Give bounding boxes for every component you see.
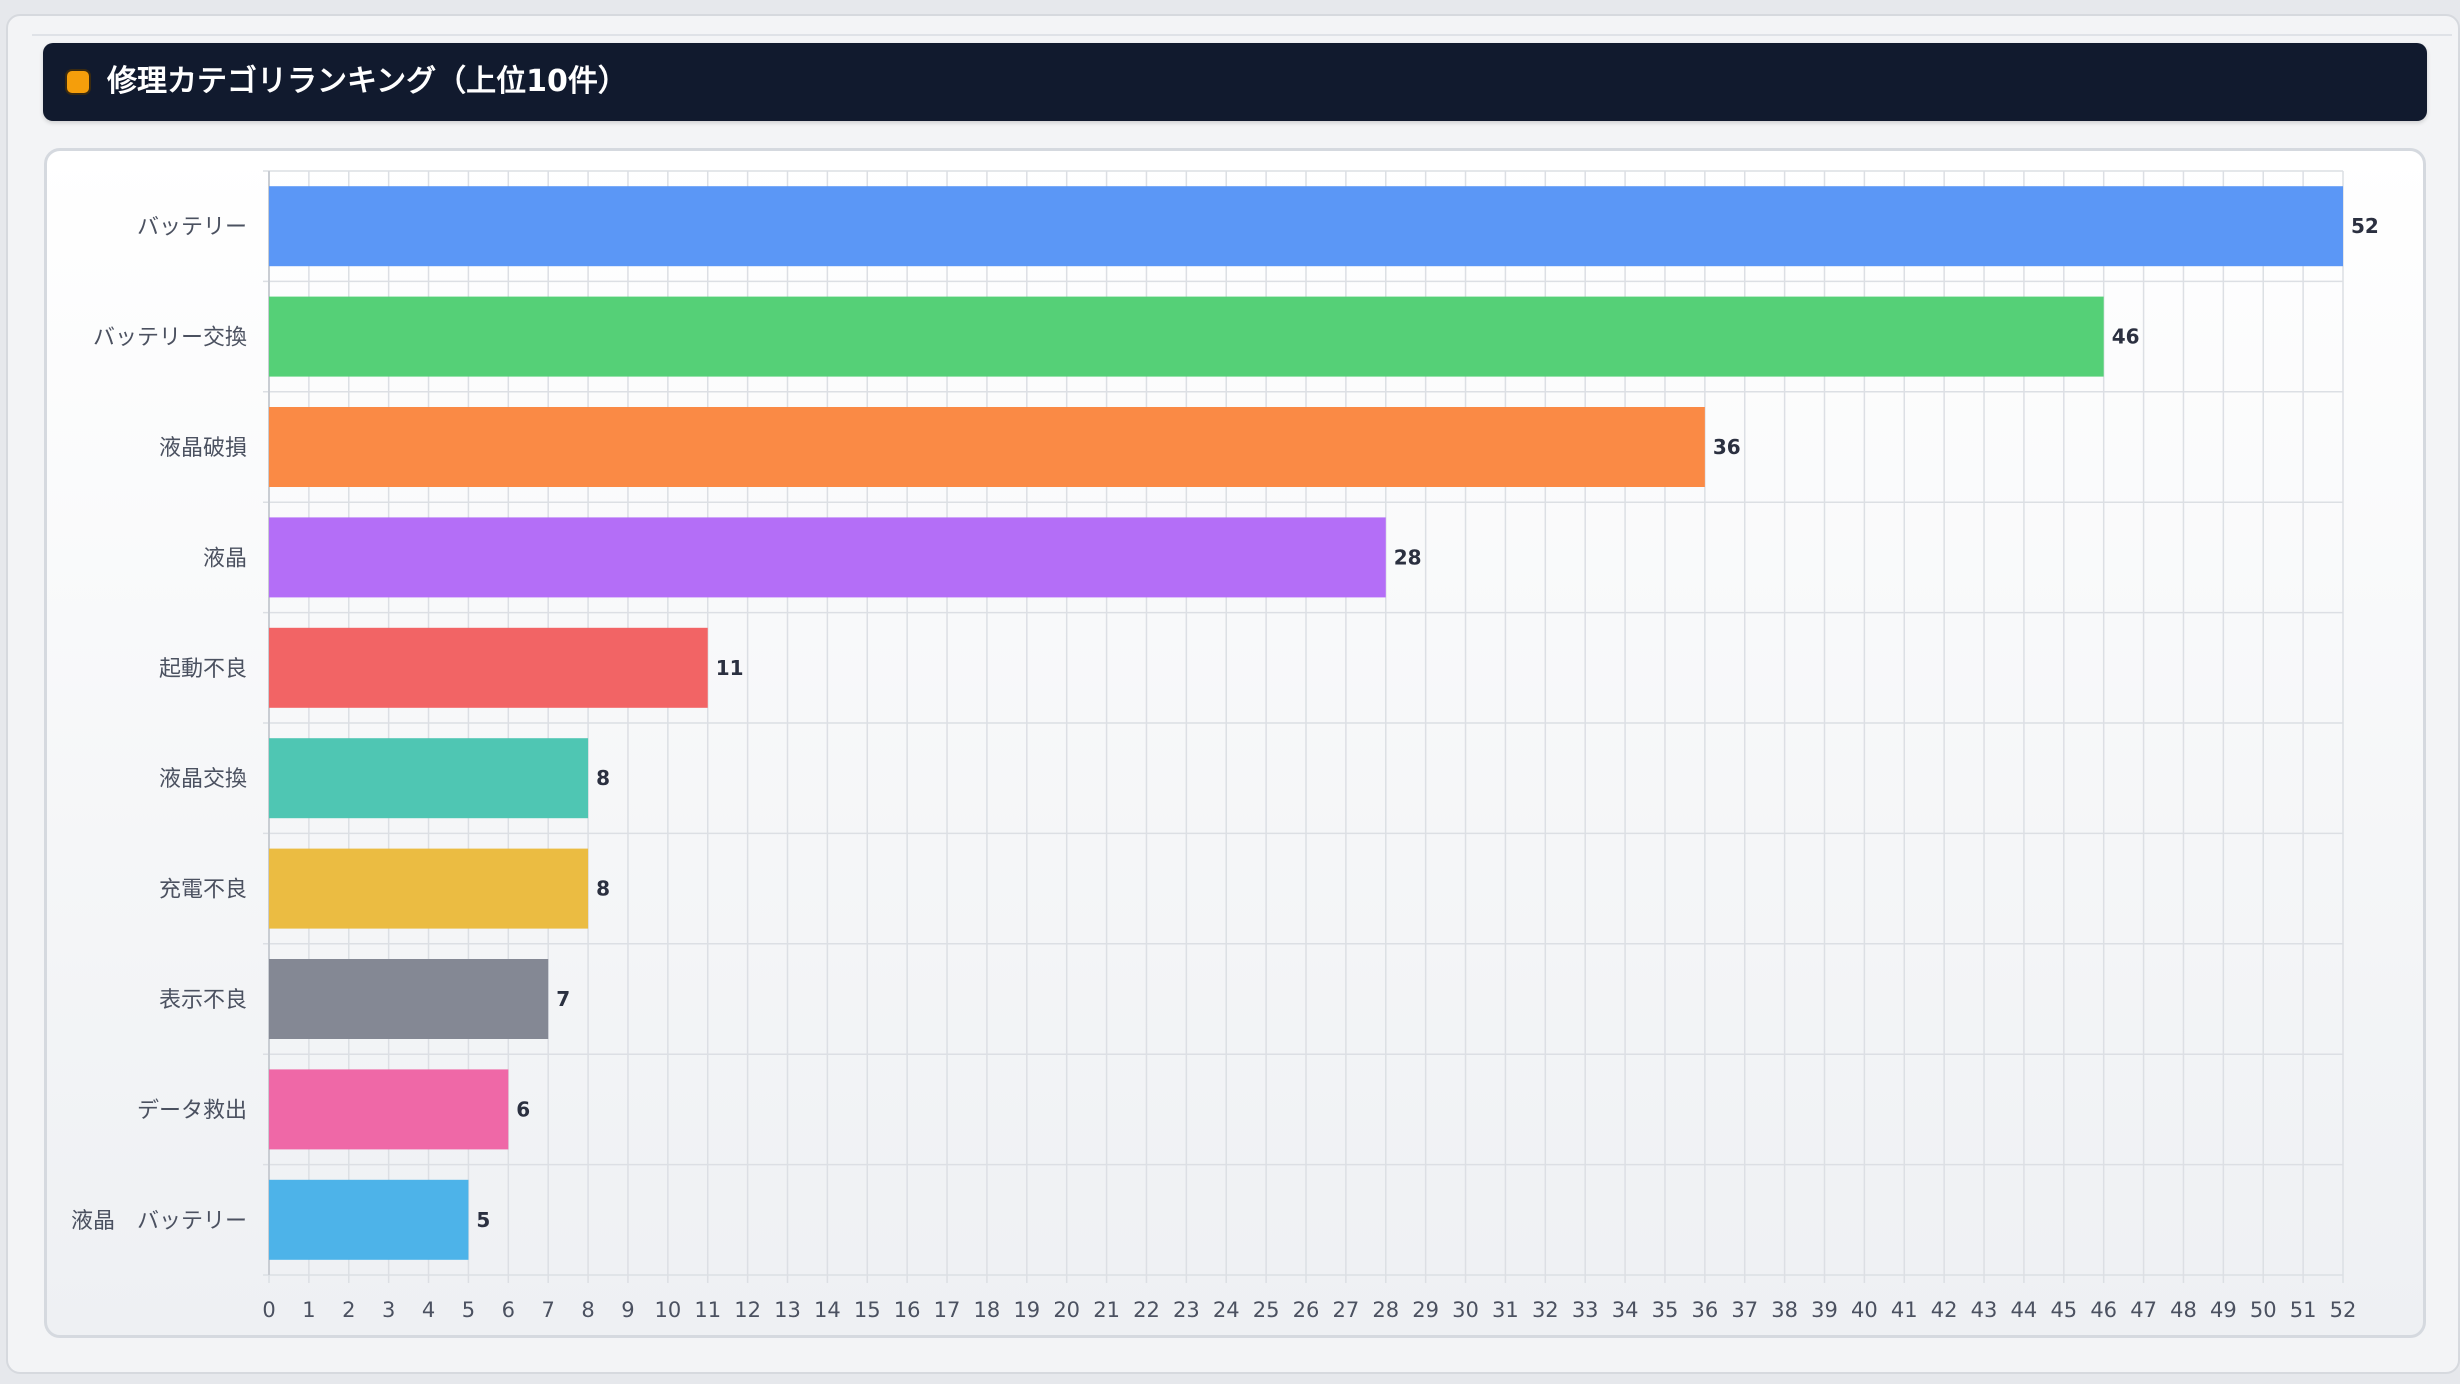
category-label: 液晶 バッテリー <box>71 1209 247 1234</box>
x-tick-label: 51 <box>2290 1298 2317 1322</box>
data-label: 46 <box>2112 325 2140 349</box>
x-tick-label: 2 <box>342 1298 355 1322</box>
category-label: データ救出 <box>137 1098 247 1123</box>
x-tick-label: 19 <box>1013 1298 1040 1322</box>
bar-8[interactable] <box>269 959 549 1039</box>
x-tick-label: 43 <box>1971 1298 1998 1322</box>
x-tick-label: 15 <box>854 1298 881 1322</box>
x-tick-label: 47 <box>2130 1298 2157 1322</box>
x-tick-label: 42 <box>1931 1298 1958 1322</box>
category-label: 表示不良 <box>159 988 247 1013</box>
top-divider <box>32 34 2452 36</box>
x-tick-label: 11 <box>694 1298 721 1322</box>
chart-header: 修理カテゴリランキング（上位10件） <box>43 43 2427 121</box>
bar-4[interactable] <box>269 517 1386 598</box>
x-tick-label: 44 <box>2011 1298 2038 1322</box>
x-tick-label: 7 <box>542 1298 555 1322</box>
chart-title: 修理カテゴリランキング（上位10件） <box>107 64 628 99</box>
x-tick-label: 45 <box>2050 1298 2077 1322</box>
x-tick-label: 40 <box>1851 1298 1878 1322</box>
data-label: 52 <box>2351 214 2379 238</box>
x-tick-label: 20 <box>1053 1298 1080 1322</box>
x-tick-label: 37 <box>1731 1298 1758 1322</box>
bar-1[interactable] <box>269 186 2343 267</box>
bar-7[interactable] <box>269 848 589 929</box>
category-label: 液晶破損 <box>159 436 247 461</box>
x-tick-label: 27 <box>1333 1298 1360 1322</box>
x-tick-label: 4 <box>422 1298 435 1322</box>
x-tick-label: 13 <box>774 1298 801 1322</box>
category-label: バッテリー交換 <box>93 326 247 351</box>
x-tick-label: 3 <box>382 1298 395 1322</box>
data-label: 36 <box>1713 435 1741 459</box>
x-tick-label: 52 <box>2330 1298 2357 1322</box>
category-label: 液晶 <box>203 546 247 571</box>
x-tick-label: 9 <box>621 1298 634 1322</box>
x-tick-label: 18 <box>974 1298 1001 1322</box>
chart-card: バッテリー 52 バッテリー交換 46 液晶破損 36 液晶 28 起動不良 11 液晶交換 8 充電不… <box>44 148 2426 1338</box>
data-label: 5 <box>476 1208 490 1232</box>
x-tick-label: 35 <box>1652 1298 1679 1322</box>
data-label: 28 <box>1394 545 1422 569</box>
x-tick-label: 8 <box>581 1298 594 1322</box>
x-tick-label: 26 <box>1293 1298 1320 1322</box>
x-tick-label: 21 <box>1093 1298 1120 1322</box>
x-tick-label: 14 <box>814 1298 841 1322</box>
x-tick-label: 32 <box>1532 1298 1559 1322</box>
x-tick-label: 31 <box>1492 1298 1519 1322</box>
x-tick-label: 24 <box>1213 1298 1240 1322</box>
x-tick-label: 17 <box>934 1298 961 1322</box>
x-tick-label: 6 <box>502 1298 515 1322</box>
x-tick-label: 25 <box>1253 1298 1280 1322</box>
x-tick-label: 5 <box>462 1298 475 1322</box>
bar-2[interactable] <box>269 296 2104 377</box>
bar-9[interactable] <box>269 1069 509 1150</box>
x-tick-label: 33 <box>1572 1298 1599 1322</box>
x-tick-label: 50 <box>2250 1298 2277 1322</box>
x-tick-label: 41 <box>1891 1298 1918 1322</box>
bar-3[interactable] <box>269 407 1705 487</box>
x-tick-label: 0 <box>262 1298 275 1322</box>
data-label: 8 <box>596 877 610 901</box>
x-tick-label: 30 <box>1452 1298 1479 1322</box>
category-label: 液晶交換 <box>159 767 247 792</box>
bar-6[interactable] <box>269 738 589 819</box>
data-label: 6 <box>516 1097 530 1121</box>
data-label: 11 <box>716 656 744 680</box>
category-label: 充電不良 <box>159 878 247 903</box>
x-tick-label: 12 <box>734 1298 761 1322</box>
x-tick-label: 29 <box>1412 1298 1439 1322</box>
bar-10[interactable] <box>269 1179 469 1260</box>
x-tick-label: 16 <box>894 1298 921 1322</box>
bar-5[interactable] <box>269 627 708 708</box>
x-tick-label: 38 <box>1771 1298 1798 1322</box>
x-tick-label: 1 <box>302 1298 315 1322</box>
x-tick-label: 34 <box>1612 1298 1639 1322</box>
x-tick-label: 10 <box>654 1298 681 1322</box>
data-label: 8 <box>596 766 610 790</box>
x-tick-label: 48 <box>2170 1298 2197 1322</box>
x-tick-label: 36 <box>1691 1298 1718 1322</box>
x-tick-label: 22 <box>1133 1298 1160 1322</box>
x-tick-label: 49 <box>2210 1298 2237 1322</box>
square-badge-icon <box>67 71 89 93</box>
x-tick-label: 39 <box>1811 1298 1838 1322</box>
data-label: 7 <box>556 987 570 1011</box>
x-tick-label: 46 <box>2090 1298 2117 1322</box>
x-tick-label: 23 <box>1173 1298 1200 1322</box>
category-label: 起動不良 <box>159 657 247 682</box>
category-label: バッテリー <box>137 215 247 240</box>
x-tick-label: 28 <box>1372 1298 1399 1322</box>
